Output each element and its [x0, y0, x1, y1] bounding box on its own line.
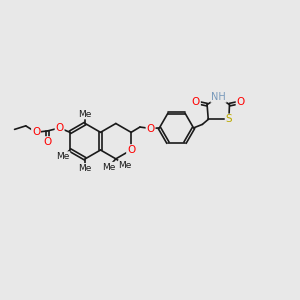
- Text: O: O: [236, 97, 245, 107]
- Text: O: O: [146, 124, 155, 134]
- Text: O: O: [192, 97, 200, 107]
- Text: O: O: [127, 145, 135, 155]
- Text: Me: Me: [102, 163, 115, 172]
- Text: S: S: [226, 114, 232, 124]
- Text: Me: Me: [118, 161, 132, 170]
- Text: Me: Me: [56, 152, 70, 161]
- Text: Me: Me: [79, 164, 92, 173]
- Text: Me: Me: [79, 110, 92, 118]
- Text: O: O: [44, 137, 52, 147]
- Text: O: O: [32, 127, 40, 137]
- Text: NH: NH: [211, 92, 226, 102]
- Text: O: O: [56, 123, 64, 133]
